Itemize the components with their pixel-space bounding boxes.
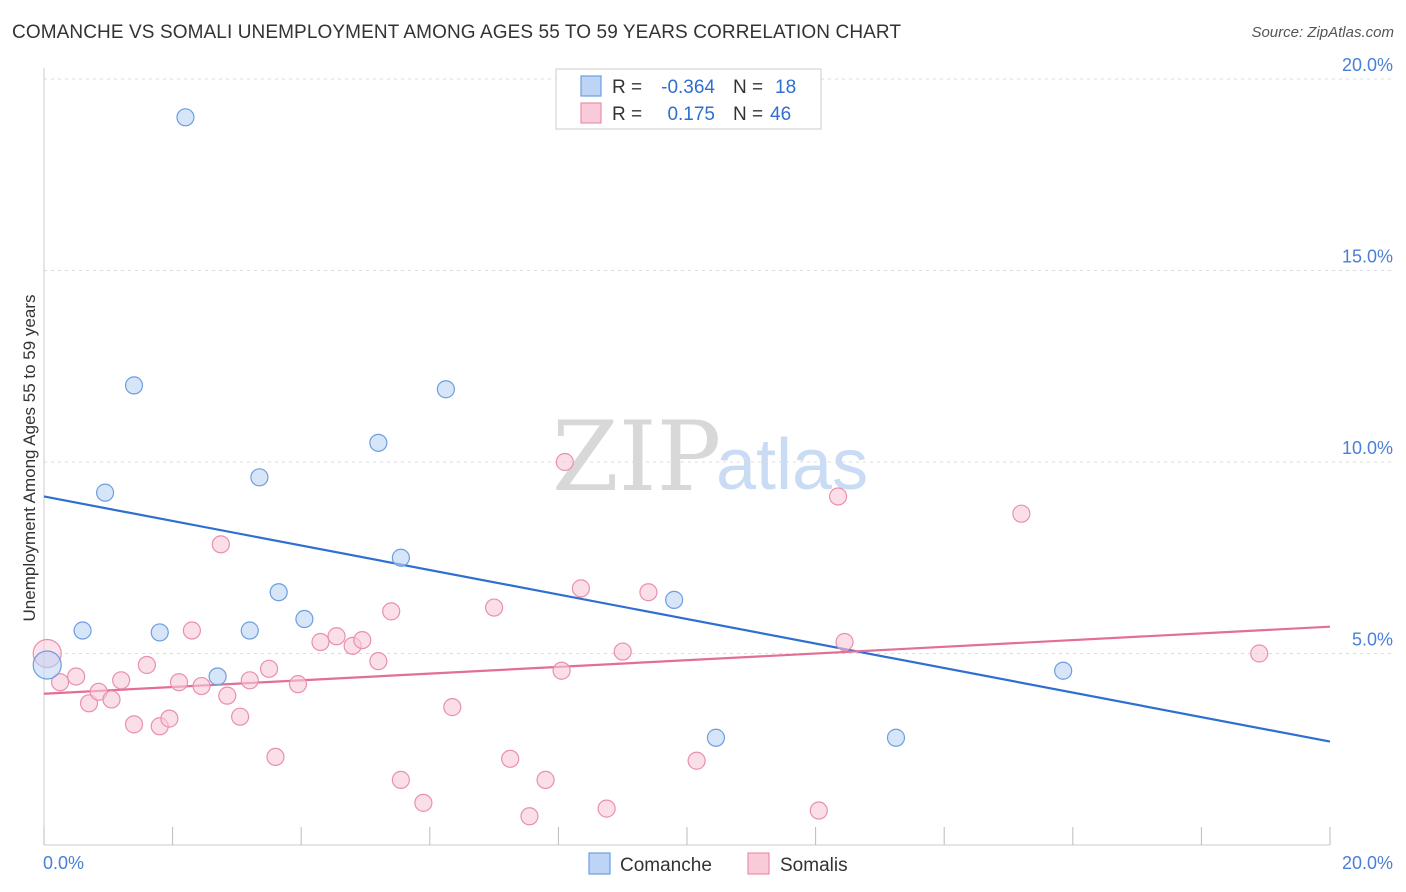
x-tick-label-max: 20.0%: [1342, 853, 1393, 873]
point-somalis: [67, 667, 86, 686]
point-somalis: [552, 661, 571, 680]
point-somalis: [160, 709, 179, 728]
axis-layer: 5.0% 10.0% 15.0% 20.0%: [43, 55, 1393, 846]
point-somalis: [169, 673, 189, 692]
legend-r-value-comanche: -0.364: [661, 77, 715, 98]
point-somalis: [571, 579, 591, 598]
point-somalis: [259, 659, 279, 678]
point-somalis: [369, 652, 388, 671]
series-legend-label-somalis: Somalis: [780, 855, 848, 876]
point-comanche: [436, 380, 455, 399]
point-somalis: [555, 452, 574, 472]
point-somalis: [102, 690, 121, 709]
point-somalis: [327, 627, 346, 646]
chart-title: COMANCHE VS SOMALI UNEMPLOYMENT AMONG AG…: [12, 22, 902, 43]
y-tick-label: 10.0%: [1342, 438, 1393, 458]
point-somalis: [520, 807, 539, 826]
point-comanche: [73, 621, 92, 640]
point-comanche: [886, 728, 906, 747]
point-somalis: [124, 715, 144, 734]
point-comanche: [706, 728, 726, 747]
point-somalis: [485, 598, 504, 617]
legend-r-value-somalis: 0.175: [667, 104, 715, 125]
legend-swatch-comanche: [580, 75, 602, 97]
y-tick-label: 15.0%: [1342, 247, 1393, 267]
series-legend-label-comanche: Comanche: [620, 855, 712, 876]
y-tick-label: 20.0%: [1342, 55, 1393, 75]
grid-layer: [44, 78, 1393, 654]
legend-r-label-comanche: R =: [612, 77, 642, 98]
series-legend-swatch-somalis: [747, 852, 770, 875]
point-somalis: [597, 799, 616, 818]
point-somalis: [391, 770, 410, 789]
point-somalis: [50, 673, 70, 692]
point-somalis: [1250, 644, 1269, 663]
point-somalis: [501, 749, 520, 768]
point-somalis: [288, 675, 308, 694]
legend-n-value-comanche: 18: [775, 77, 796, 98]
series-legend: Comanche Somalis: [588, 852, 848, 876]
point-somalis: [311, 632, 330, 652]
point-comanche: [665, 590, 684, 609]
point-comanche: [150, 623, 169, 642]
point-comanche: [250, 468, 269, 487]
point-somalis: [687, 751, 706, 770]
point-somalis: [182, 621, 201, 640]
point-somalis: [353, 630, 372, 650]
point-comanche: [240, 621, 259, 640]
point-somalis: [240, 671, 259, 690]
point-somalis: [443, 698, 462, 717]
point-comanche: [124, 376, 144, 395]
point-comanche: [391, 548, 410, 567]
legend-n-label-somalis: N =: [733, 104, 763, 125]
y-axis-label: Unemployment Among Ages 55 to 59 years: [20, 295, 39, 622]
x-tick-label-min: 0.0%: [43, 853, 84, 873]
point-somalis: [536, 770, 555, 789]
legend-n-value-somalis: 46: [770, 104, 791, 125]
point-somalis: [266, 747, 285, 767]
point-comanche: [208, 667, 227, 686]
point-somalis: [414, 793, 433, 812]
point-comanche: [32, 650, 62, 680]
watermark-zip: ZIP: [552, 401, 721, 513]
trend-line-comanche: [43, 495, 1331, 743]
point-somalis: [1012, 504, 1031, 523]
point-somalis: [112, 671, 131, 690]
points-layer: [32, 108, 1269, 826]
legend-swatch-somalis: [580, 102, 602, 124]
trend-line-somalis: [43, 625, 1331, 695]
point-somalis: [192, 676, 211, 696]
point-somalis: [382, 602, 401, 621]
point-comanche: [269, 583, 288, 602]
point-somalis: [231, 707, 250, 726]
trend-layer: [43, 495, 1331, 743]
point-comanche: [176, 108, 195, 127]
legend-r-label-somalis: R =: [612, 104, 642, 125]
series-legend-swatch-comanche: [588, 852, 611, 875]
point-somalis: [137, 655, 156, 675]
point-somalis: [829, 487, 848, 506]
point-comanche: [95, 483, 115, 502]
point-somalis: [218, 686, 237, 705]
point-comanche: [369, 433, 388, 452]
legend-n-label-comanche: N =: [733, 77, 763, 98]
stats-legend: R = -0.364 N = 18 R = 0.175 N = 46: [555, 68, 822, 130]
chart-source: Source: ZipAtlas.com: [1251, 24, 1394, 41]
point-comanche: [1054, 661, 1073, 680]
point-somalis: [809, 801, 828, 820]
point-somalis: [613, 642, 632, 661]
point-somalis: [835, 632, 854, 652]
point-comanche: [295, 609, 314, 629]
point-somalis: [639, 583, 658, 602]
point-somalis: [211, 535, 230, 554]
y-tick-label: 5.0%: [1352, 630, 1393, 650]
